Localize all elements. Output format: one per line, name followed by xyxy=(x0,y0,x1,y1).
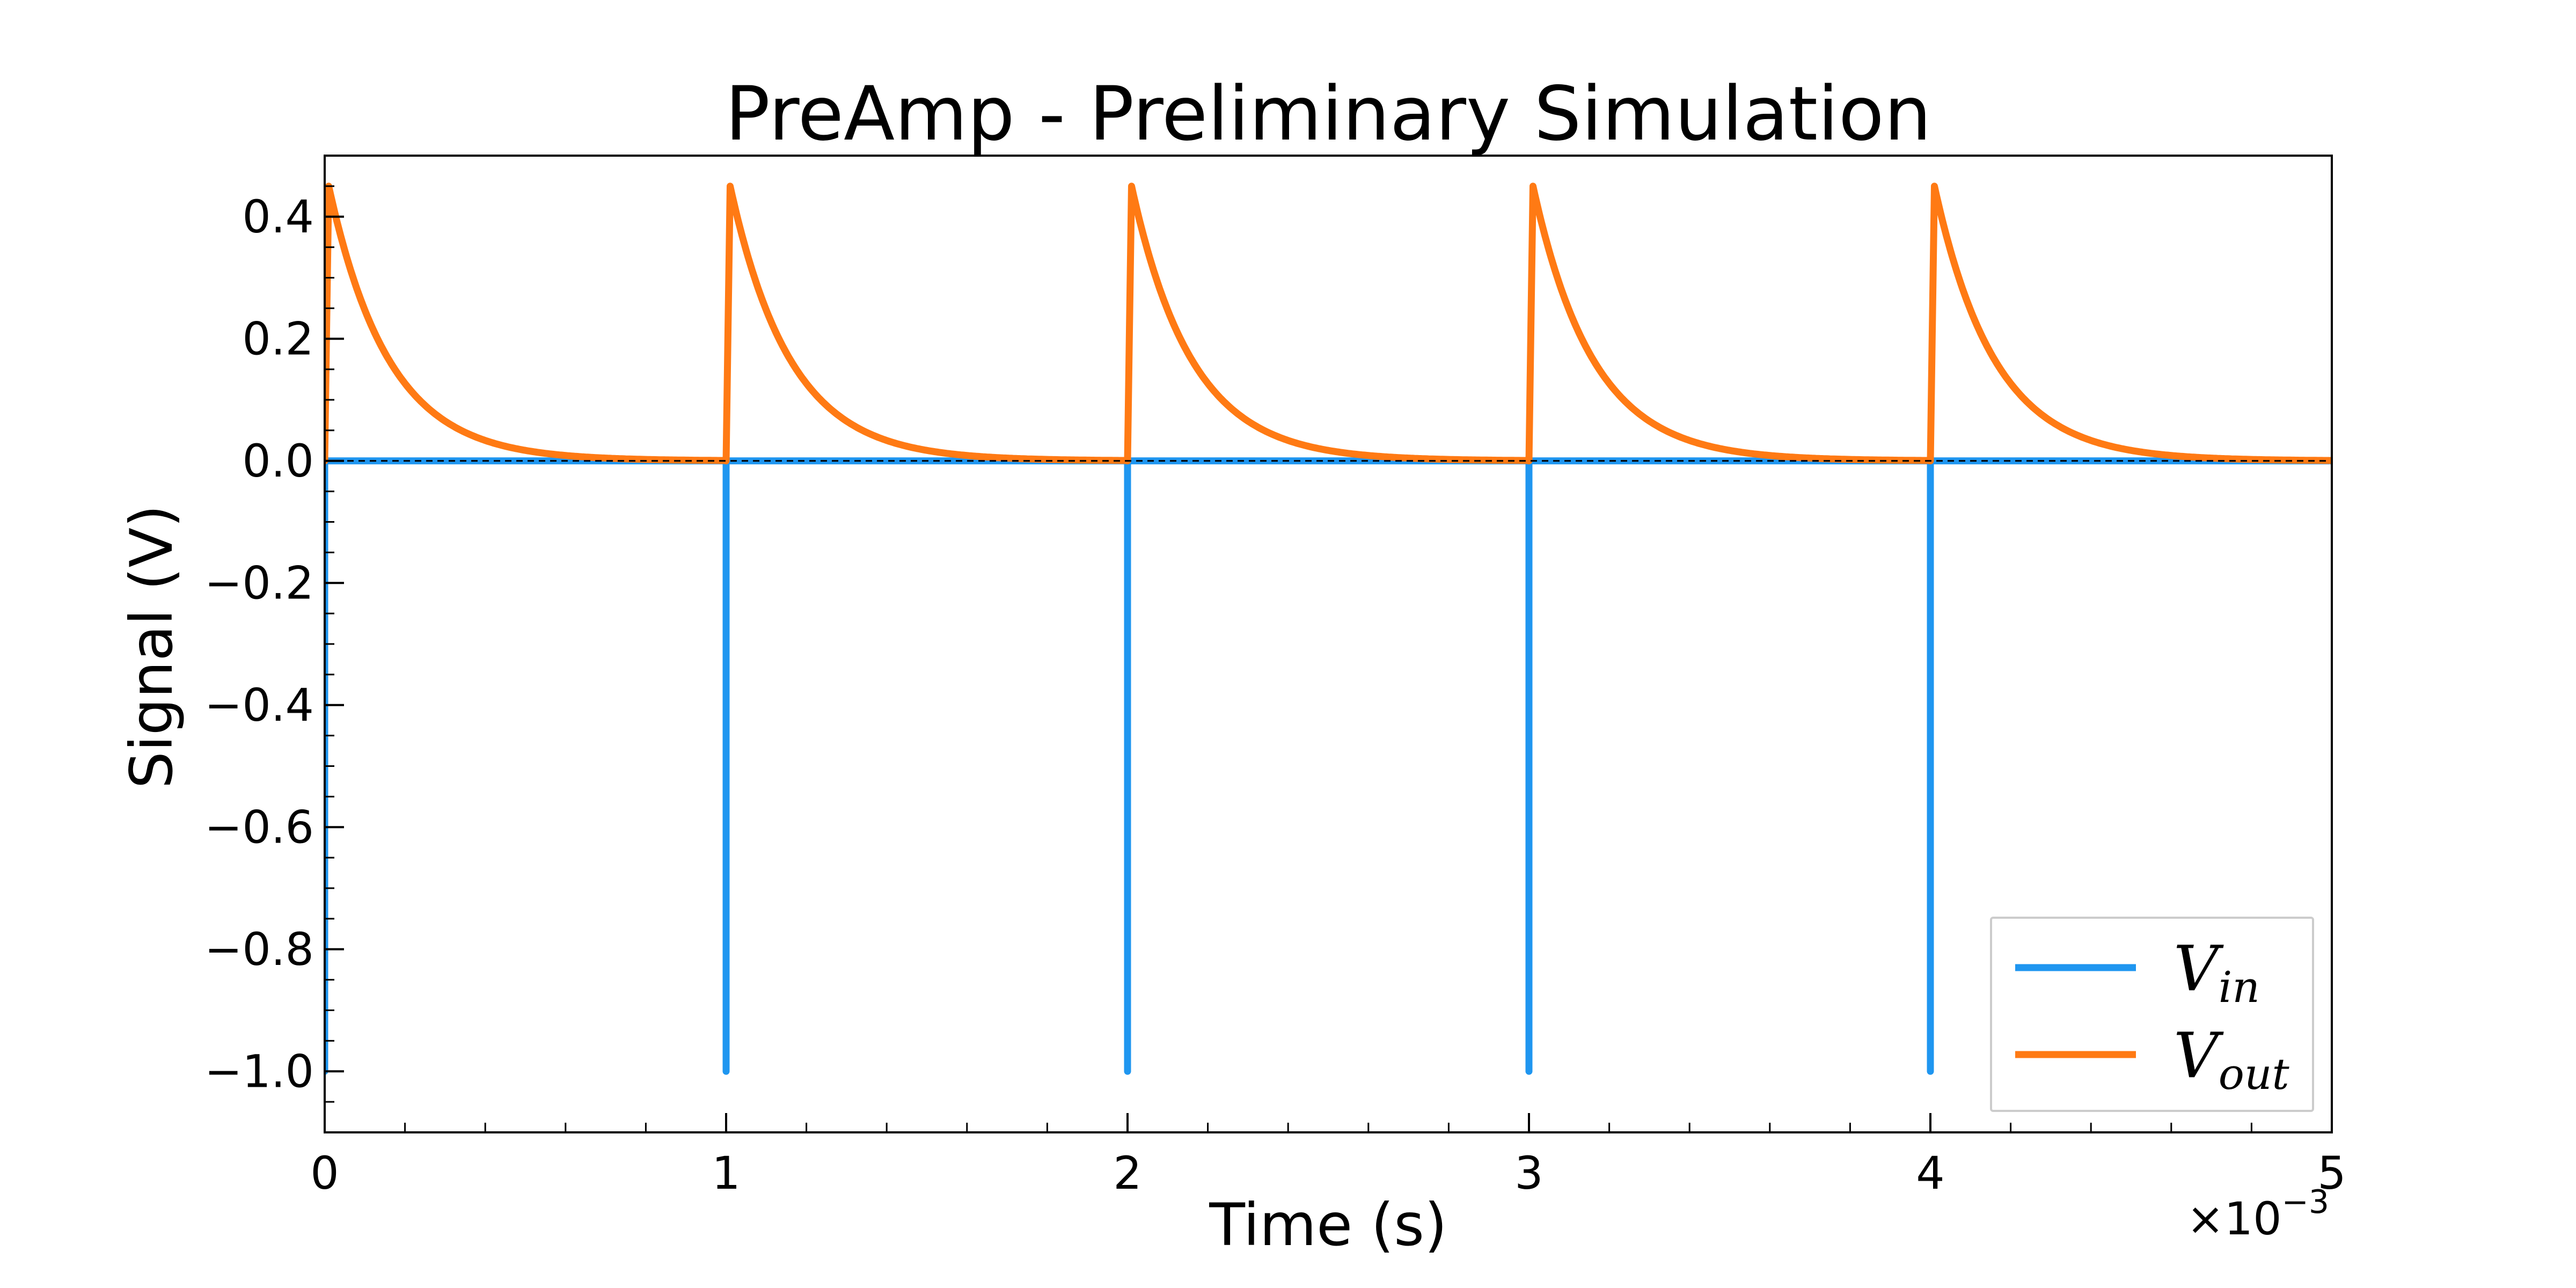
y-tick-label: 0.4 xyxy=(242,191,314,243)
x-axis-label: Time (s) xyxy=(1209,1191,1447,1259)
plot-area xyxy=(325,182,2332,1075)
series-group xyxy=(325,182,2332,1075)
x-tick-label: 4 xyxy=(1916,1147,1944,1199)
legend-entry-name: V xyxy=(2174,933,2224,1005)
series-line-v-in xyxy=(325,457,2332,1075)
legend-entry: Vout xyxy=(2174,1020,2289,1099)
y-axis-label: Signal (V) xyxy=(118,504,186,788)
y-tick-label: 0.0 xyxy=(242,435,314,487)
legend-entry: Vin xyxy=(2174,933,2260,1012)
text-layer: PreAmp - Preliminary Simulation Time (s)… xyxy=(118,70,2329,1259)
y-tick-label: −0.2 xyxy=(204,557,314,609)
y-tick-label: −0.6 xyxy=(204,801,314,853)
legend-entry-subscript: in xyxy=(2219,962,2260,1012)
y-tick-label: −0.8 xyxy=(204,923,314,976)
x-tick-label: 2 xyxy=(1113,1147,1141,1199)
x-tick-label: 0 xyxy=(310,1147,339,1199)
x-offset-label: ×10−3 xyxy=(2186,1183,2329,1245)
x-tick-label: 3 xyxy=(1514,1147,1543,1199)
legend-entry-subscript: out xyxy=(2219,1049,2290,1099)
axes: 0 1 2 3 4 5 0.4 0.2 0.0 −0.2 −0.4 −0.6 −0.8 −1.0 xyxy=(204,155,2346,1199)
series-line-v-out xyxy=(325,182,2332,465)
x-tick-label: 5 xyxy=(2317,1147,2346,1199)
y-tick-label: 0.2 xyxy=(242,312,314,365)
legend-entry-name: V xyxy=(2174,1020,2224,1092)
chart-title: PreAmp - Preliminary Simulation xyxy=(725,70,1931,157)
x-offset-exponent: −3 xyxy=(2282,1183,2329,1221)
y-tick-label: −0.4 xyxy=(204,679,314,731)
x-offset-base: ×10 xyxy=(2186,1192,2281,1245)
x-tick-label: 1 xyxy=(712,1147,740,1199)
y-tick-label: −1.0 xyxy=(204,1045,314,1097)
